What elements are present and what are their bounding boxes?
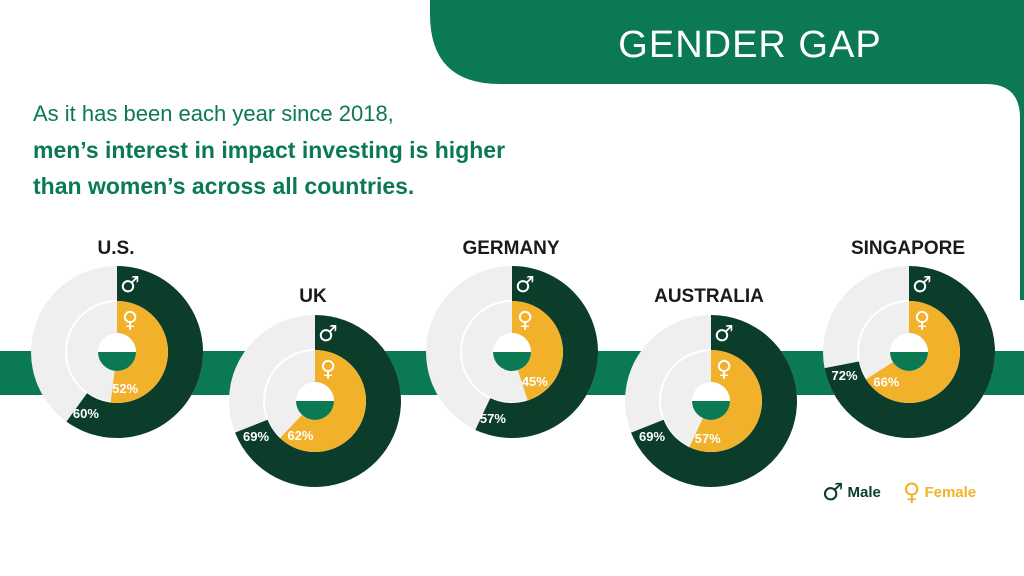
country-label-uk: UK <box>299 286 327 307</box>
intro-line-3: than women’s across all countries. <box>33 173 415 199</box>
female-value-australia: 57% <box>695 431 721 446</box>
male-icon-us: ♂ <box>120 273 140 298</box>
female-icon-uk: ♀ <box>320 357 336 382</box>
radial-chart-uk: ♂ ♀ 69% 62% <box>229 315 402 487</box>
male-value-singapore: 72% <box>832 368 858 383</box>
legend-female-label: Female <box>924 483 977 501</box>
male-value-us: 60% <box>73 406 99 421</box>
radial-chart-singapore: ♂ ♀ 72% 66% <box>823 266 995 438</box>
male-bar-us <box>66 266 203 439</box>
center-bottom-singapore <box>890 352 928 371</box>
male-value-uk: 69% <box>243 429 269 444</box>
center-bottom-germany <box>493 352 531 371</box>
intro-text: As it has been each year since 2018, men… <box>33 96 593 204</box>
center-top-germany <box>493 333 531 352</box>
country-label-germany: GERMANY <box>462 238 560 259</box>
center-top-australia <box>692 382 730 401</box>
country-label-us: U.S. <box>97 238 135 259</box>
country-label-singapore: SINGAPORE <box>850 238 966 259</box>
male-icon: ♂ <box>822 478 844 506</box>
center-top-uk <box>296 382 334 401</box>
legend-male-label: Male <box>847 483 881 501</box>
male-icon-singapore: ♂ <box>912 273 932 298</box>
female-bar-australia <box>689 350 762 452</box>
male-icon-australia: ♂ <box>714 322 734 347</box>
female-icon-australia: ♀ <box>716 357 732 382</box>
female-icon-germany: ♀ <box>517 308 533 333</box>
center-top-us <box>98 333 136 352</box>
female-icon-singapore: ♀ <box>914 308 930 333</box>
center-bottom-australia <box>692 401 730 420</box>
intro-line-2: men’s interest in impact investing is hi… <box>33 137 506 163</box>
female-value-uk: 62% <box>287 428 313 443</box>
intro-line-1: As it has been each year since 2018, <box>33 101 394 126</box>
female-value-germany: 45% <box>522 374 548 389</box>
female-bar-us <box>110 301 169 403</box>
radial-chart-us: ♂ ♀ 60% 52% <box>31 266 203 439</box>
female-bar-singapore <box>865 301 961 403</box>
country-label-australia: AUSTRALIA <box>654 286 764 307</box>
male-icon-germany: ♂ <box>515 273 535 298</box>
radial-chart-australia: ♂ ♀ 69% 57% <box>625 315 798 487</box>
male-icon-uk: ♂ <box>318 322 338 347</box>
page-title: GENDER GAP <box>618 24 882 66</box>
female-icon: ♀ <box>902 478 921 506</box>
female-value-us: 52% <box>112 381 138 396</box>
male-value-australia: 69% <box>639 429 665 444</box>
female-value-singapore: 66% <box>873 374 899 389</box>
center-top-singapore <box>890 333 928 352</box>
center-bottom-uk <box>296 401 334 420</box>
radial-chart-germany: ♂ ♀ 57% 45% <box>426 266 598 438</box>
male-value-germany: 57% <box>480 411 506 426</box>
female-bar-germany <box>512 301 564 401</box>
center-bottom-us <box>98 352 136 371</box>
male-bar-uk <box>235 315 402 487</box>
female-bar-uk <box>280 350 367 452</box>
female-icon-us: ♀ <box>122 308 138 333</box>
male-bar-germany <box>475 266 598 438</box>
legend: ♂ Male ♀ Female <box>822 478 976 506</box>
male-bar-singapore <box>824 266 995 438</box>
male-bar-australia <box>631 315 798 487</box>
